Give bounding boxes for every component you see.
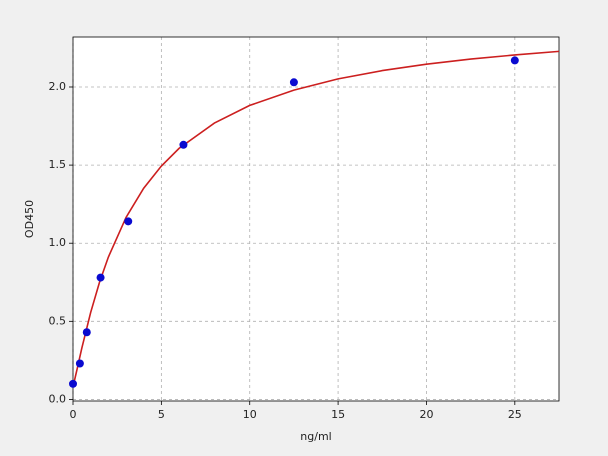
y-tick-label: 2.0 [49, 80, 67, 93]
data-point [75, 359, 84, 368]
x-tick-label: 25 [508, 408, 522, 421]
data-point [124, 217, 133, 226]
y-tick-label: 1.0 [49, 236, 67, 249]
y-tick-label: 0.0 [49, 392, 67, 405]
data-point [510, 56, 519, 65]
x-tick-label: 0 [70, 408, 77, 421]
y-tick-label: 1.5 [49, 158, 67, 171]
x-tick-label: 15 [331, 408, 345, 421]
fit-curve [72, 50, 560, 388]
data-point [82, 328, 91, 337]
x-tick-label: 20 [419, 408, 433, 421]
plot-frame [72, 36, 560, 402]
data-point [179, 140, 188, 149]
x-axis-label: ng/ml [300, 430, 331, 443]
data-point [289, 78, 298, 87]
x-tick-label: 5 [158, 408, 165, 421]
data-point [69, 379, 77, 388]
y-axis-label: OD450 [23, 200, 36, 238]
y-tick-label: 0.5 [49, 314, 67, 327]
x-tick-label: 10 [243, 408, 257, 421]
data-point [96, 273, 105, 282]
plot-area [73, 37, 559, 401]
